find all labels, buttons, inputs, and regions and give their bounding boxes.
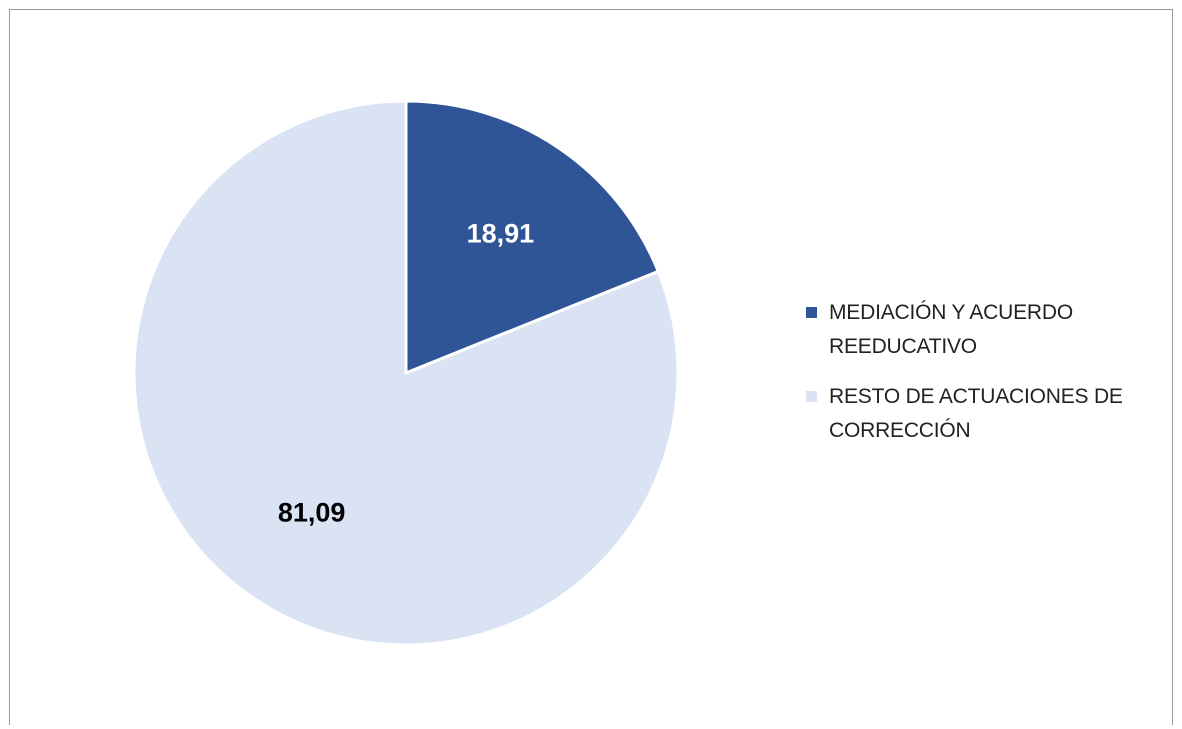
data-label-mediacion: 18,91 <box>467 218 535 248</box>
legend-label-resto: RESTO DE ACTUACIONES DE CORRECCIÓN <box>829 385 1123 442</box>
legend-swatch-resto <box>806 391 817 402</box>
pie-slice-mediacion <box>404 99 660 375</box>
legend-item-resto: RESTO DE ACTUACIONES DE CORRECCIÓN <box>806 380 1156 448</box>
legend-item-mediacion: MEDIACIÓN Y ACUERDO REEDUCATIVO <box>806 296 1156 364</box>
legend-label-mediacion: MEDIACIÓN Y ACUERDO REEDUCATIVO <box>829 301 1073 358</box>
pie-slice-resto <box>132 99 680 647</box>
chart-legend: MEDIACIÓN Y ACUERDO REEDUCATIVO RESTO DE… <box>806 296 1156 464</box>
legend-swatch-mediacion <box>806 307 817 318</box>
data-label-resto: 81,09 <box>278 498 346 528</box>
